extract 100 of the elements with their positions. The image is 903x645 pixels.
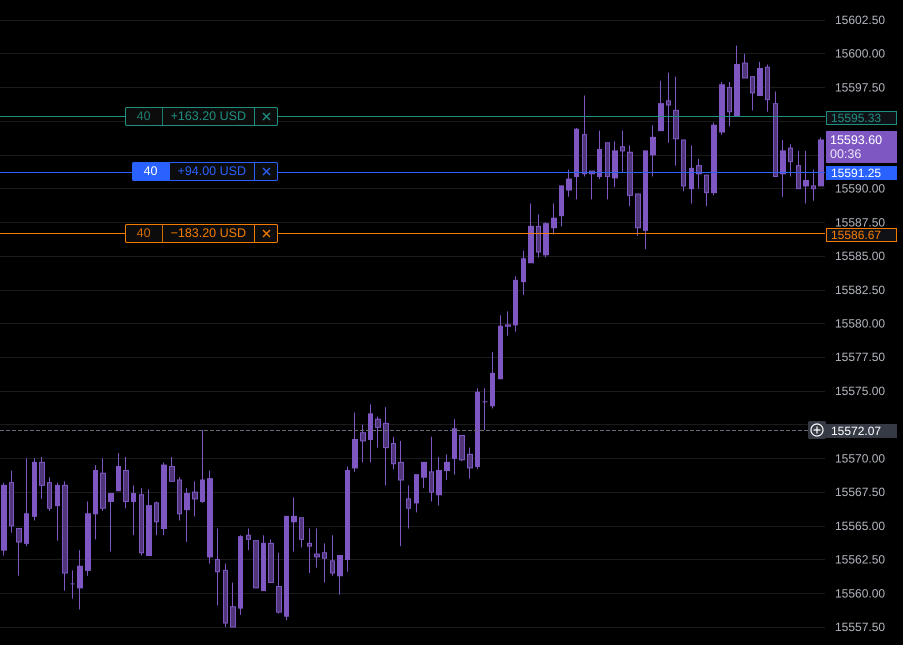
candlestick (780, 140, 786, 198)
candlestick (505, 310, 511, 336)
candlestick (673, 76, 679, 166)
candlestick (574, 127, 579, 200)
annotation: 40 (126, 225, 163, 242)
candlestick (475, 388, 480, 470)
candlestick (177, 476, 182, 521)
ref-line-label: 15572.07 (826, 424, 897, 438)
candlestick (719, 82, 725, 136)
candlestick (605, 142, 610, 200)
annotation: +163.20 USD (162, 108, 255, 126)
candlestick (383, 406, 389, 486)
ref-line-label: 15595.33 (826, 110, 897, 125)
candlestick (788, 144, 793, 177)
candlestick (498, 314, 503, 380)
y-tick-label: 15562.50 (835, 552, 886, 567)
y-tick-label: 15565.00 (835, 518, 886, 533)
annotation: +94.00 USD (170, 163, 255, 180)
candlestick (391, 436, 396, 470)
y-tick-label: 15580.00 (835, 316, 886, 330)
candlestick (131, 484, 136, 536)
candlestick (253, 540, 259, 588)
candlestick (436, 456, 442, 506)
ref-line-label: 15591.25 (826, 166, 897, 180)
candlestick (330, 534, 335, 576)
candlestick (55, 482, 60, 542)
candlestick (620, 130, 625, 173)
y-tick-label: 15602.50 (835, 13, 886, 27)
candlestick (551, 202, 557, 235)
y-tick-label: 15570.00 (835, 451, 886, 466)
candlestick (658, 80, 664, 132)
candlestick (796, 150, 801, 190)
candlestick (93, 464, 98, 540)
candlestick (375, 416, 381, 448)
candlestick (368, 404, 373, 463)
candlestick (750, 76, 755, 111)
candlestick (650, 124, 656, 177)
candlestick (16, 528, 22, 576)
candlestick (32, 458, 37, 521)
candlestick (528, 202, 534, 264)
candlestick (597, 130, 602, 180)
candlestick (116, 452, 121, 492)
candlestick (467, 447, 473, 480)
candlestick (352, 412, 358, 472)
candlestick (207, 470, 213, 564)
candlestick (24, 458, 29, 547)
candlestick (192, 480, 198, 517)
candlestick (70, 570, 75, 600)
candlestick (146, 488, 152, 556)
candlestick (360, 424, 366, 463)
candlestick (444, 454, 450, 480)
candlestick (276, 552, 282, 614)
candlestick (536, 214, 541, 258)
candlestick (200, 430, 205, 504)
candlestick (345, 466, 350, 572)
candlestick (666, 72, 671, 144)
candlestick (154, 501, 159, 536)
y-tick-label: 15582.50 (835, 282, 886, 297)
candlestick (757, 61, 763, 96)
candlestick (543, 222, 549, 258)
y-tick-label: 15600.00 (835, 46, 886, 61)
candlestick (643, 150, 648, 250)
candlestick (734, 45, 740, 116)
candlestick (765, 64, 770, 112)
candlestick (566, 169, 572, 198)
candlestick (39, 456, 45, 500)
annotation: −183.20 USD (162, 225, 255, 242)
candlestick (268, 538, 274, 583)
candlestick (773, 90, 778, 177)
candlestick (704, 174, 709, 207)
candlestick (490, 351, 495, 409)
candlestick (696, 158, 702, 190)
candlestick (261, 534, 266, 592)
candlestick (337, 555, 343, 596)
candlestick (284, 516, 289, 621)
ref-line-label: 15586.67 (826, 228, 897, 242)
candlestick (559, 185, 564, 227)
y-tick-label: 15557.50 (835, 620, 886, 634)
candlestick (811, 169, 816, 202)
candlestick (161, 462, 167, 536)
candlestick (47, 476, 52, 512)
candlestick (689, 144, 694, 204)
candlestick (9, 470, 14, 534)
candlestick (100, 458, 106, 512)
candlestick (184, 488, 190, 543)
candlestick (238, 534, 243, 616)
y-tick-label: 15590.00 (835, 182, 886, 196)
candlestick (1, 482, 7, 556)
candlestick (139, 488, 144, 556)
y-tick-label: 15585.00 (835, 249, 886, 264)
candlestick (62, 480, 68, 592)
candlestick (314, 528, 320, 568)
y-tick-label: 15587.50 (835, 215, 886, 230)
y-tick-label: 15560.00 (835, 586, 886, 600)
candlestick (246, 528, 251, 551)
candlestick (452, 418, 457, 476)
candlestick (482, 388, 488, 431)
candlestick (291, 497, 297, 552)
text: 00:36 (830, 147, 862, 162)
candlestick (635, 194, 641, 236)
